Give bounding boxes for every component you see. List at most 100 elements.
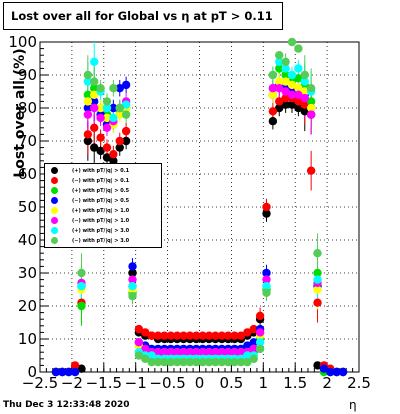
data-point	[211, 348, 220, 357]
data-point	[160, 348, 169, 357]
data-point	[192, 348, 201, 357]
data-point	[179, 357, 188, 367]
data-point	[275, 84, 284, 93]
data-point	[313, 249, 322, 258]
data-point	[147, 357, 156, 367]
legend-label: (−) with pT/|q| > 0.1	[72, 178, 130, 184]
legend-label: (+) with pT/|q| > 1.0	[72, 208, 130, 214]
x-tick-labels: −2.5 −2 −1.5 −1 −0.5 0 0.5 1 1.5 2 2.5	[22, 374, 371, 392]
y-tick-labels: 0 10 20 30 40 50 60 70 80 90 100	[8, 33, 37, 381]
y-tick-label: 100	[8, 33, 37, 51]
data-point	[249, 344, 258, 354]
data-point	[243, 357, 252, 367]
data-point	[166, 331, 175, 340]
data-point	[90, 90, 99, 100]
data-point	[306, 84, 316, 93]
data-point	[300, 107, 309, 116]
data-point	[77, 282, 86, 291]
data-point	[262, 288, 271, 297]
data-point	[294, 74, 303, 83]
legend-marker	[51, 227, 58, 234]
data-point	[134, 351, 144, 360]
x-tick-label: 1.5	[283, 374, 307, 392]
data-point	[300, 87, 309, 96]
data-point	[172, 357, 182, 367]
data-point	[90, 77, 99, 86]
y-tick-label: 70	[18, 132, 37, 150]
data-point	[90, 84, 99, 93]
data-point	[121, 110, 131, 119]
data-point	[217, 331, 227, 340]
data-point	[83, 110, 93, 119]
data-point	[83, 77, 93, 86]
data-point	[204, 357, 214, 367]
y-tick-label: 0	[27, 363, 37, 381]
data-point	[134, 324, 144, 334]
data-point	[90, 123, 99, 132]
data-point	[179, 348, 188, 357]
data-point	[300, 93, 309, 103]
legend-label: (+) with pT/|q| > 3.0	[72, 228, 130, 234]
data-point	[262, 202, 271, 212]
data-point	[281, 57, 290, 66]
data-point	[281, 93, 290, 103]
data-point	[109, 156, 118, 165]
y-tick-label: 40	[18, 231, 37, 249]
data-point	[211, 331, 220, 340]
legend-entry: (−) with pT/|q| > 3.0	[48, 236, 160, 246]
data-point	[166, 348, 175, 357]
data-point	[128, 275, 137, 284]
data-point	[192, 357, 201, 367]
data-point	[217, 357, 227, 367]
data-point	[115, 110, 124, 119]
legend-entry: (−) with pT/|q| > 1.0	[48, 216, 160, 226]
data-point	[243, 341, 252, 350]
data-point	[294, 103, 303, 113]
data-point	[262, 268, 271, 278]
data-point	[172, 331, 182, 340]
data-point	[224, 331, 233, 340]
data-point	[300, 77, 309, 86]
y-tick-label: 50	[18, 198, 37, 216]
data-point	[121, 80, 131, 90]
data-point	[281, 64, 290, 73]
data-point	[121, 126, 131, 136]
data-point	[230, 331, 239, 340]
data-point	[83, 90, 93, 100]
x-tick-label: −2	[61, 374, 83, 392]
data-point	[268, 107, 278, 116]
data-point	[306, 97, 316, 106]
data-point	[102, 113, 112, 123]
data-point	[147, 331, 156, 340]
legend-marker	[51, 187, 58, 194]
data-point	[90, 143, 99, 152]
data-point	[287, 37, 297, 47]
data-point	[300, 100, 309, 109]
data-point	[275, 64, 284, 73]
data-point	[332, 367, 341, 377]
data-point	[115, 136, 124, 146]
data-point	[294, 44, 303, 53]
data-point	[51, 367, 61, 377]
data-point	[121, 136, 131, 146]
x-axis-label: η	[349, 398, 357, 412]
data-point	[313, 268, 322, 278]
x-tick-label: −1.5	[86, 374, 122, 392]
data-point	[287, 90, 297, 100]
data-point	[313, 285, 322, 294]
data-point	[172, 348, 182, 357]
data-point	[102, 97, 112, 106]
data-point	[121, 100, 131, 109]
x-tick-label: −0.5	[149, 374, 185, 392]
legend-label: (−) with pT/|q| > 1.0	[72, 218, 130, 224]
data-point	[147, 351, 156, 360]
data-point	[243, 351, 252, 360]
data-point	[275, 77, 284, 86]
data-point	[83, 97, 93, 106]
data-point	[96, 113, 105, 123]
data-point	[185, 348, 195, 357]
data-point	[58, 367, 67, 377]
footer-timestamp: Thu Dec 3 12:33:48 2020	[3, 400, 130, 410]
legend-marker	[51, 197, 58, 204]
legend-entry: (+) with pT/|q| > 1.0	[48, 206, 160, 216]
